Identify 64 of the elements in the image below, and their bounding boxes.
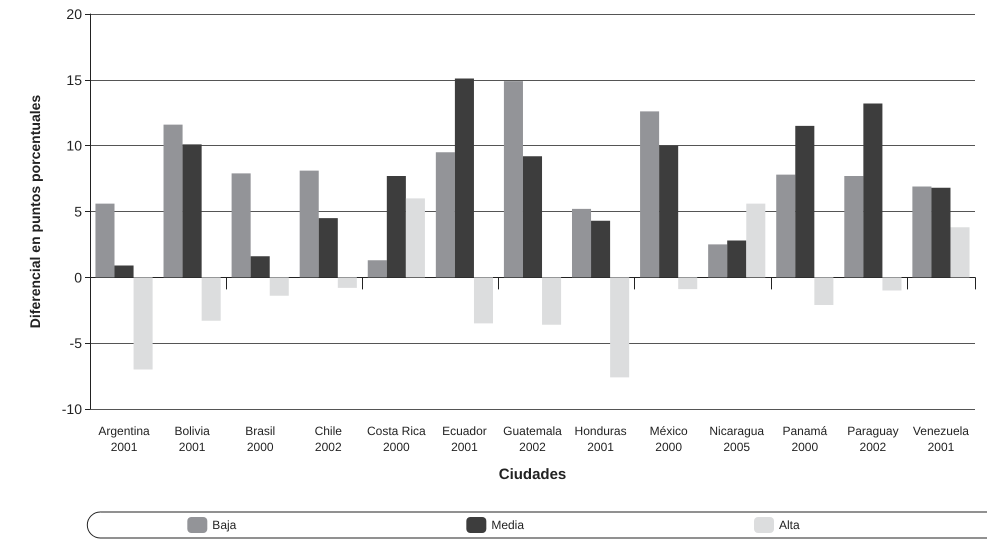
x-tick-label: Bolivia 2001	[174, 424, 210, 454]
bar	[746, 204, 766, 278]
x-tick-label: Panamá 2000	[782, 424, 828, 454]
x-tick-label: Guatemala 2002	[503, 424, 562, 454]
bar	[300, 170, 319, 278]
bar	[591, 220, 610, 278]
bar	[882, 277, 902, 290]
x-tick-label: Brasil 2000	[245, 424, 276, 454]
bar	[610, 277, 630, 378]
bar	[182, 144, 202, 278]
bar	[844, 176, 864, 278]
bar	[114, 265, 134, 278]
bar	[776, 174, 796, 278]
bar	[542, 277, 562, 325]
bar	[678, 277, 698, 290]
bar	[386, 176, 406, 278]
bar	[202, 277, 221, 321]
bar	[814, 277, 834, 305]
bar	[250, 256, 270, 278]
x-tick-label: Honduras 2001	[574, 424, 627, 454]
bar	[504, 81, 523, 278]
bar	[406, 198, 425, 278]
bar	[474, 277, 494, 324]
bar	[931, 188, 950, 278]
bar	[270, 277, 289, 296]
bar	[454, 78, 474, 278]
y-tick-label: -10	[62, 401, 82, 417]
x-axis-title: Ciudades	[498, 466, 566, 483]
bar	[318, 218, 338, 278]
bar	[338, 277, 357, 288]
legend-label: Alta	[779, 518, 800, 532]
bar	[572, 208, 592, 278]
bar	[134, 277, 153, 370]
bar	[522, 156, 542, 278]
y-tick-label: 5	[74, 204, 82, 220]
x-tick-label: Nicaragua 2005	[709, 424, 764, 454]
x-tick-label: Costa Rica 2000	[367, 424, 426, 454]
x-tick-label: Ecuador 2001	[442, 424, 487, 454]
x-tick-label: Chile 2002	[314, 424, 342, 454]
legend-label: Baja	[212, 518, 237, 532]
bar	[708, 244, 728, 278]
legend-label: Media	[491, 518, 524, 532]
bar	[912, 186, 932, 278]
bar	[95, 204, 115, 278]
y-tick-label: 10	[66, 138, 82, 154]
bar	[436, 152, 455, 278]
bar	[232, 173, 251, 278]
bar	[368, 260, 387, 278]
bar	[950, 227, 970, 278]
x-tick-label: Argentina 2001	[98, 424, 150, 454]
bar	[640, 111, 660, 278]
x-tick-label: Paraguay 2002	[847, 424, 899, 454]
y-tick-label: -5	[70, 335, 82, 352]
x-tick-label: Venezuela 2001	[912, 424, 970, 454]
y-tick-label: 20	[66, 6, 82, 22]
bar	[164, 124, 183, 278]
y-axis-title: Diferencial en puntos porcentuales	[27, 94, 43, 328]
y-tick-label: 15	[66, 72, 82, 88]
x-tick-label: México 2000	[650, 424, 688, 454]
bar	[795, 126, 814, 278]
bar	[727, 240, 746, 278]
bar	[863, 104, 882, 278]
y-tick-label: 0	[74, 269, 82, 286]
bar	[659, 146, 678, 278]
